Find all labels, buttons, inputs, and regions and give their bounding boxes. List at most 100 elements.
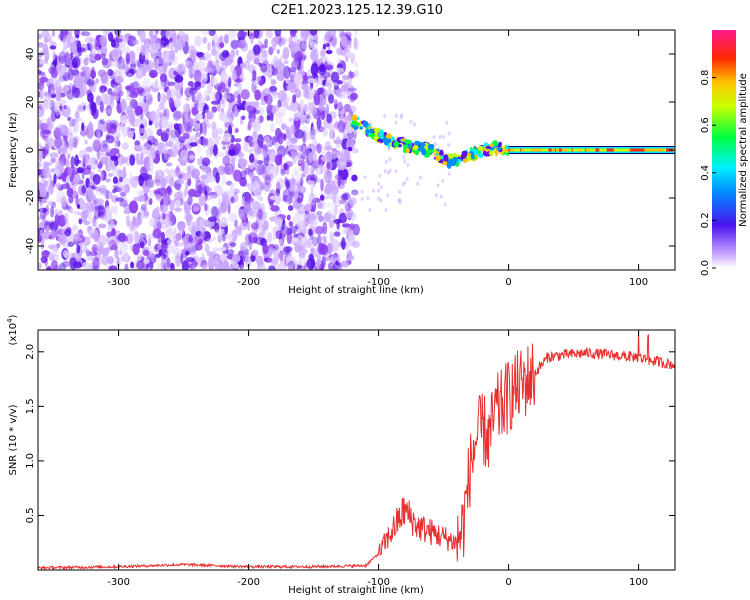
spectrogram-noise-blob <box>106 108 113 115</box>
spectrogram-noise-blob <box>203 194 213 201</box>
spectrogram-noise-blob <box>97 204 106 216</box>
spectrogram-noise-blob <box>134 105 144 116</box>
spectrogram-noise-blob <box>273 111 283 118</box>
spectrogram-noise-blob <box>268 46 274 56</box>
spectrogram-noise-blob <box>405 176 409 181</box>
spectrogram-noise-blob <box>202 231 211 242</box>
spectrogram-noise-blob <box>294 50 304 62</box>
spectrogram-noise-blob <box>222 155 230 166</box>
spectrogram-noise-blob <box>136 260 145 270</box>
spectrogram-noise-blob <box>107 173 114 178</box>
spectrogram-noise-blob <box>91 244 98 252</box>
spectrogram-noise-blob <box>296 203 306 215</box>
spectrogram-noise-blob <box>293 168 298 176</box>
spectrogram-noise-blob <box>285 145 289 155</box>
spectrogram-noise-blob <box>106 256 114 265</box>
spectrogram-noise-blob <box>56 147 61 152</box>
spectrogram-noise-blob <box>54 127 62 132</box>
spectrogram-noise-blob <box>88 211 93 225</box>
spectrogram-noise-blob <box>64 229 72 237</box>
spectrogram-noise-blob <box>166 186 172 193</box>
spectrogram-noise-blob <box>186 61 194 70</box>
spectrogram-noise-blob <box>286 226 290 236</box>
spectrogram-noise-blob <box>73 236 82 242</box>
spectrogram-noise-blob <box>117 140 121 147</box>
spectrogram-noise-blob <box>182 104 191 113</box>
spectrogram-noise-blob <box>113 187 123 193</box>
spectrogram-noise-blob <box>144 265 148 270</box>
spectrogram-noise-blob <box>176 179 185 184</box>
spectrogram-noise-blob <box>85 201 95 213</box>
spectrogram-noise-blob <box>289 42 299 54</box>
spectrogram-noise-blob <box>74 74 84 88</box>
spectrogram-noise-blob <box>116 56 126 70</box>
spectrogram-noise-blob <box>195 51 200 56</box>
spectrogram-noise-blob <box>121 142 129 150</box>
spectrogram-noise-blob <box>64 252 72 260</box>
spectrogram-noise-blob <box>368 207 372 212</box>
spectrogram-noise-blob <box>316 117 322 130</box>
spectrogram-noise-blob <box>276 245 280 253</box>
spectrogram-noise-blob <box>115 235 126 241</box>
spectrogram-noise-blob <box>172 39 181 48</box>
spectrogram-noise-blob <box>117 123 126 132</box>
spectrogram-noise-blob <box>300 59 305 73</box>
spectrogram-noise-blob <box>333 139 343 144</box>
spectrogram-noise-blob <box>312 144 317 153</box>
spectrogram-noise-blob <box>183 112 190 123</box>
spectrogram-noise-blob <box>260 44 269 49</box>
spectrogram-noise-blob <box>189 154 195 160</box>
spectrogram-noise-blob <box>120 114 128 125</box>
spectrogram-noise-blob <box>137 30 141 37</box>
spectrogram-noise-blob <box>67 166 73 177</box>
spectrogram-noise-blob <box>67 241 74 248</box>
spectrogram-noise-blob <box>298 252 306 259</box>
spectrogram-noise-blob <box>161 253 167 260</box>
spectrogram-noise-blob <box>149 110 157 121</box>
spectrogram-noise-blob <box>45 221 54 226</box>
spectrogram-noise-blob <box>291 159 297 165</box>
snr-x-tick-label: 0 <box>505 577 511 588</box>
spectrogram-noise-blob <box>126 105 133 117</box>
spectrogram-noise-blob <box>53 247 59 257</box>
spectrogram-noise-blob <box>253 57 260 65</box>
spectrogram-noise-blob <box>57 214 67 227</box>
spectrogram-noise-blob <box>129 98 138 109</box>
spectrogram-noise-blob <box>172 110 181 121</box>
spectrogram-noise-blob <box>50 157 56 164</box>
spectrogram-noise-blob <box>295 235 306 246</box>
spectrogram-noise-blob <box>53 127 62 140</box>
spectrogram-noise-blob <box>140 45 146 56</box>
spectrogram-noise-blob <box>65 204 72 210</box>
spectrogram-noise-blob <box>225 233 234 241</box>
spectrogram-noise-blob <box>166 238 172 245</box>
spectrogram-noise-blob <box>130 261 135 269</box>
spectrogram-noise-blob <box>125 53 131 65</box>
spectrogram-noise-blob <box>157 91 161 103</box>
spectrogram-noise-blob <box>44 143 50 157</box>
spectrogram-noise-blob <box>384 160 388 165</box>
spectrogram-noise-blob <box>42 43 49 56</box>
spectrogram-noise-blob <box>180 149 189 160</box>
spectrogram-noise-blob <box>41 30 50 38</box>
spectrogram-noise-blob <box>316 234 322 245</box>
spectrogram-noise-blob <box>118 35 127 48</box>
spectrogram-noise-blob <box>206 175 214 183</box>
spectrogram-noise-blob <box>111 60 120 68</box>
spectrogram-noise-blob <box>345 241 351 253</box>
spectrogram-noise-blob <box>52 51 56 61</box>
spectrogram-noise-blob <box>289 30 297 38</box>
spectrogram-noise-blob <box>329 257 335 267</box>
spectrogram-noise-blob <box>187 67 196 78</box>
spectrogram-noise-blob <box>38 42 45 48</box>
spectrogram-noise-blob <box>124 183 131 194</box>
spectrogram-noise-blob <box>378 173 382 178</box>
spectrogram-noise-blob <box>54 137 63 149</box>
spectrogram-noise-blob <box>347 87 357 92</box>
spectrogram-noise-blob <box>215 229 223 236</box>
central-band-segment <box>530 148 539 152</box>
spectrogram-noise-blob <box>217 86 221 95</box>
spectrogram-noise-blob <box>327 30 337 38</box>
spectrogram-noise-blob <box>178 223 185 236</box>
spectrogram-noise-blob <box>190 225 197 239</box>
